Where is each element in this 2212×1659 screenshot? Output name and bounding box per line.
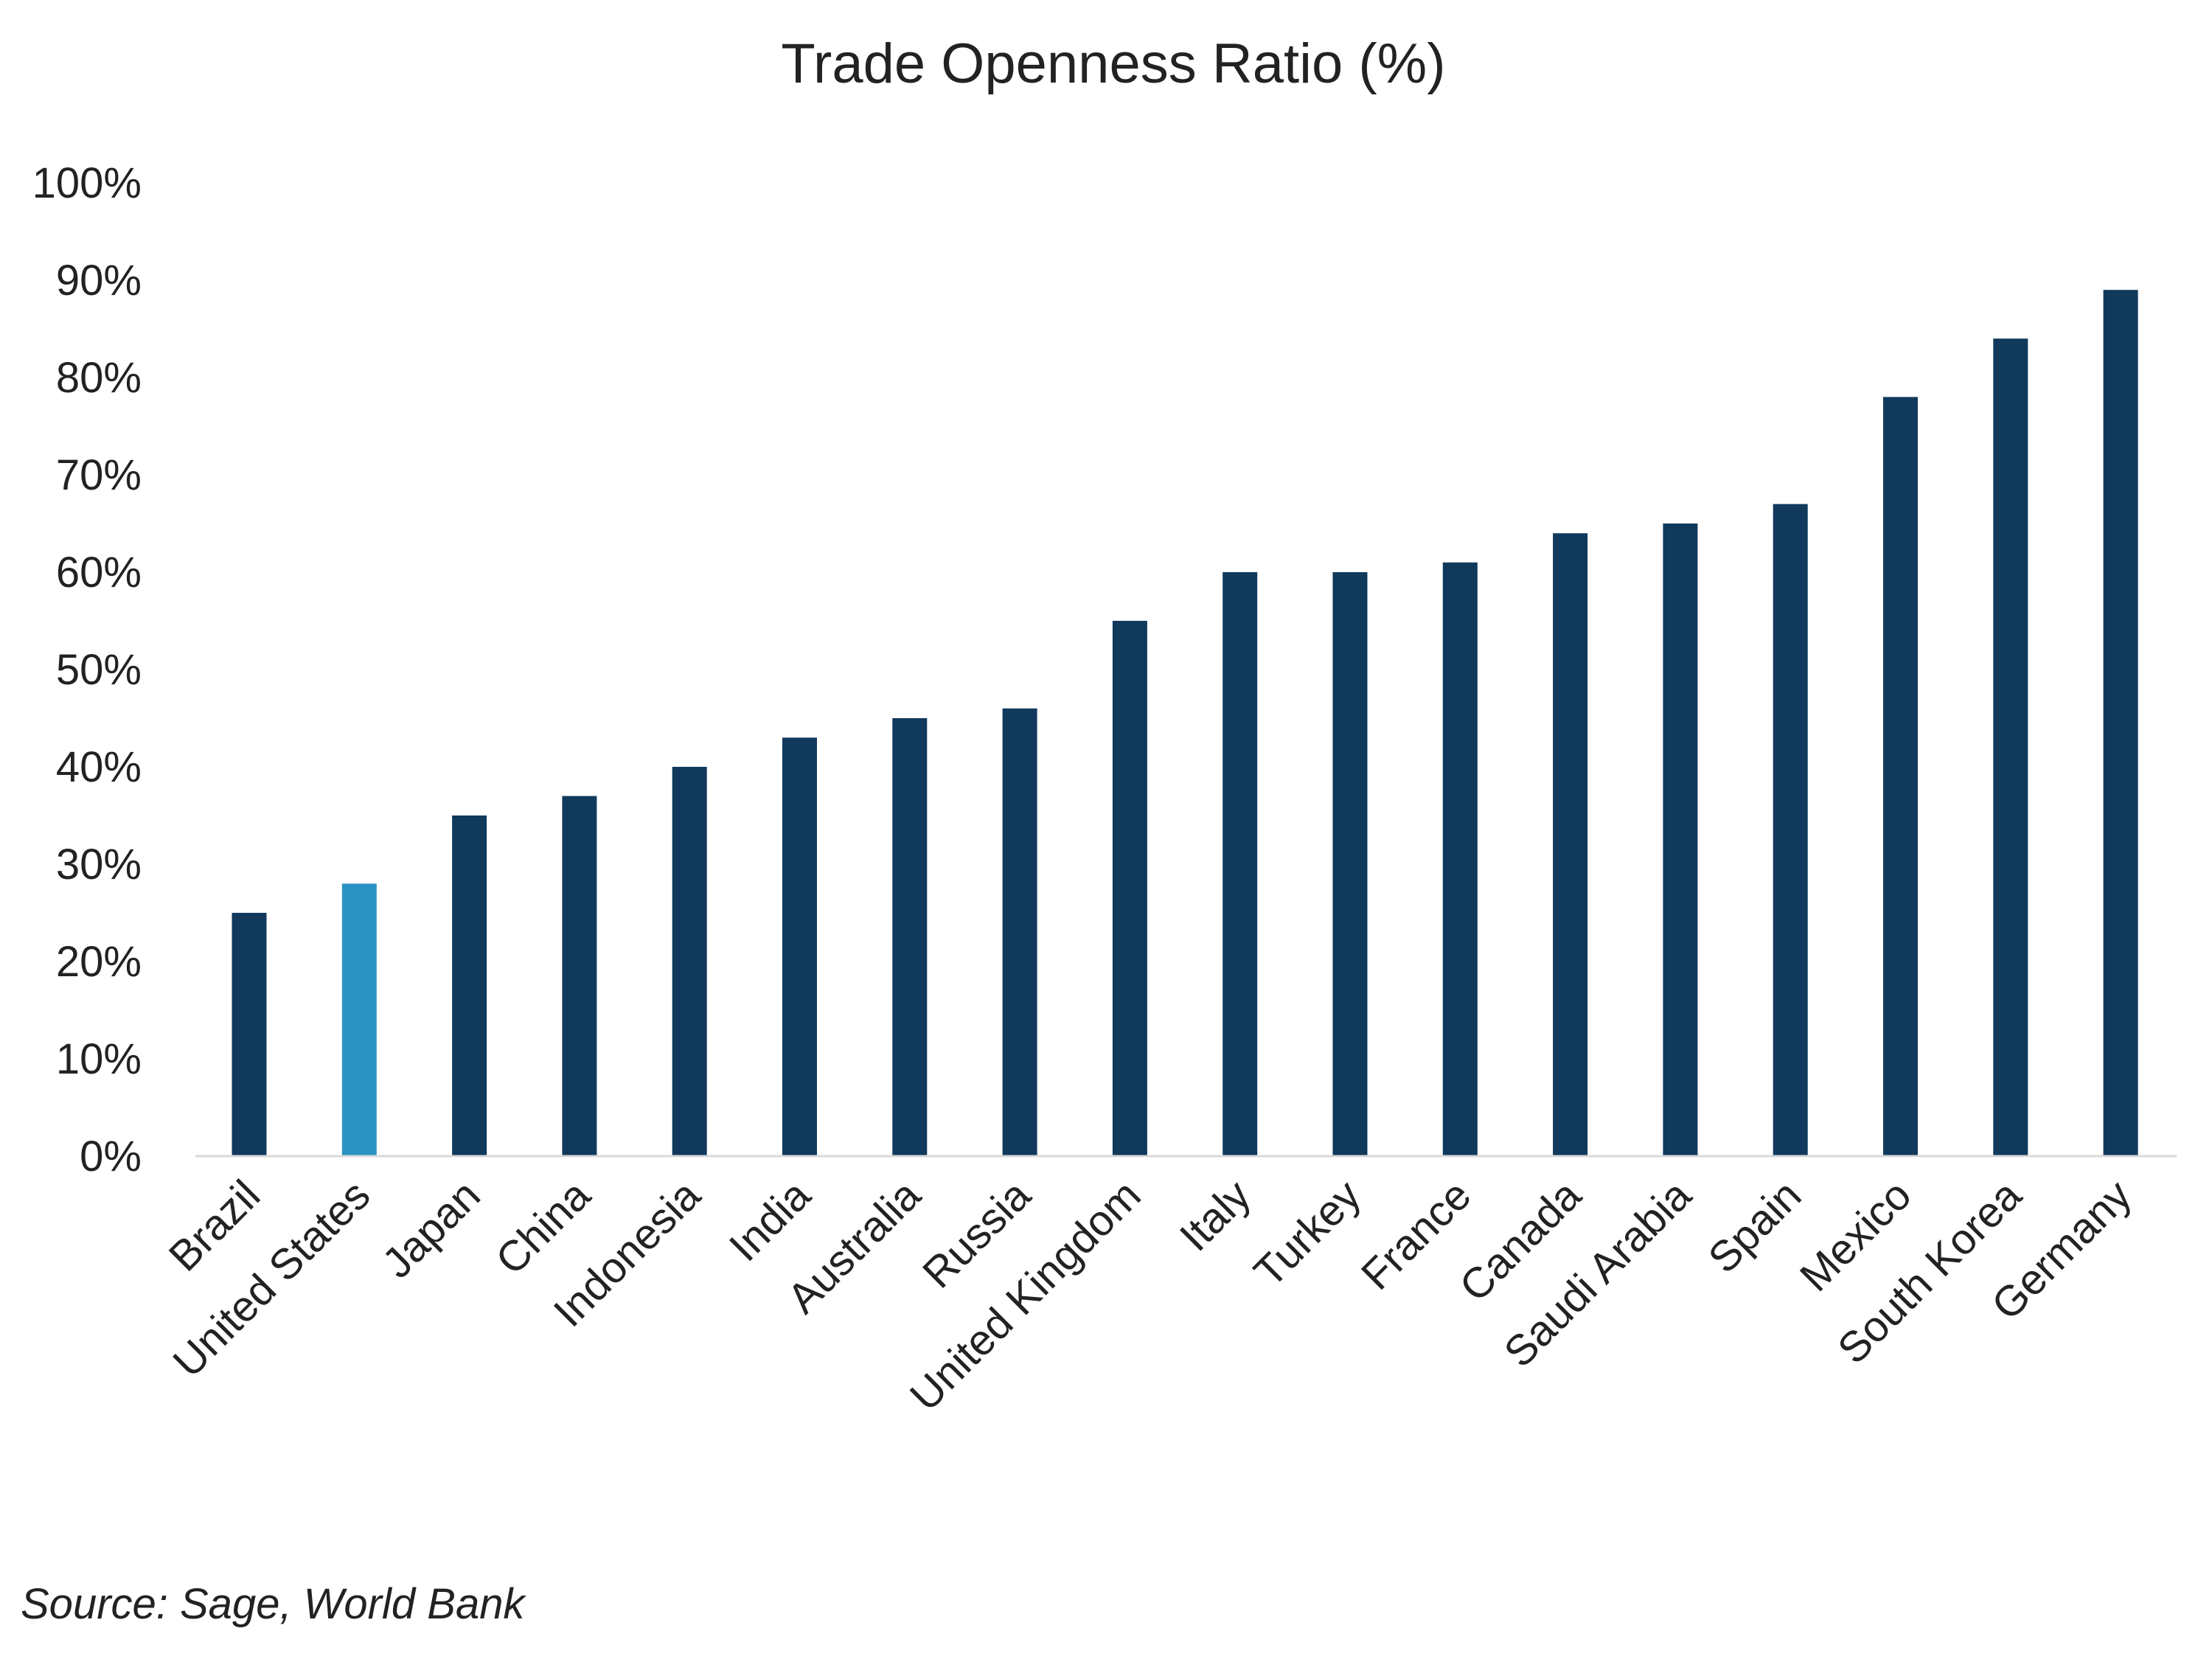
bar-saudi-arabia	[1663, 524, 1698, 1156]
bars	[232, 290, 2138, 1157]
source-note: Source: Sage, World Bank	[21, 1580, 526, 1628]
x-tick-label: Turkey	[1245, 1171, 1370, 1296]
y-tick-label: 0%	[80, 1133, 142, 1180]
bar-russia	[1002, 708, 1037, 1156]
bar-france	[1442, 562, 1478, 1156]
y-axis: 0% 10% 20% 30% 40% 50% 60% 70% 80% 90% 100%	[32, 159, 142, 1180]
x-tick-label: United States	[164, 1171, 379, 1386]
bar-turkey	[1332, 572, 1368, 1156]
y-tick-label: 50%	[56, 646, 142, 694]
bar-australia	[892, 718, 928, 1156]
y-tick-label: 80%	[56, 354, 142, 402]
bar-united-states	[341, 883, 377, 1156]
bar-china	[562, 796, 597, 1156]
y-tick-label: 40%	[56, 743, 142, 791]
x-tick-label: Italy	[1171, 1171, 1260, 1260]
bar-spain	[1773, 504, 1808, 1156]
bar-united-kingdom	[1112, 621, 1147, 1156]
bar-italy	[1222, 572, 1258, 1156]
y-tick-label: 100%	[32, 159, 142, 207]
bar-japan	[452, 815, 487, 1156]
y-tick-label: 20%	[56, 938, 142, 986]
bar-germany	[2103, 290, 2138, 1157]
bar-indonesia	[672, 767, 707, 1156]
y-tick-label: 90%	[56, 257, 142, 305]
bar-south-korea	[1993, 338, 2028, 1157]
bar-mexico	[1883, 397, 1918, 1156]
x-tick-label: India	[720, 1171, 820, 1270]
y-tick-label: 60%	[56, 549, 142, 597]
chart-title: Trade Openness Ratio (%)	[781, 32, 1445, 95]
y-tick-label: 30%	[56, 841, 142, 888]
x-tick-label: Japan	[373, 1171, 490, 1287]
bar-brazil	[232, 913, 267, 1156]
bar-canada	[1553, 533, 1588, 1156]
y-tick-label: 70%	[56, 451, 142, 499]
y-tick-label: 10%	[56, 1035, 142, 1083]
bar-india	[782, 737, 817, 1156]
